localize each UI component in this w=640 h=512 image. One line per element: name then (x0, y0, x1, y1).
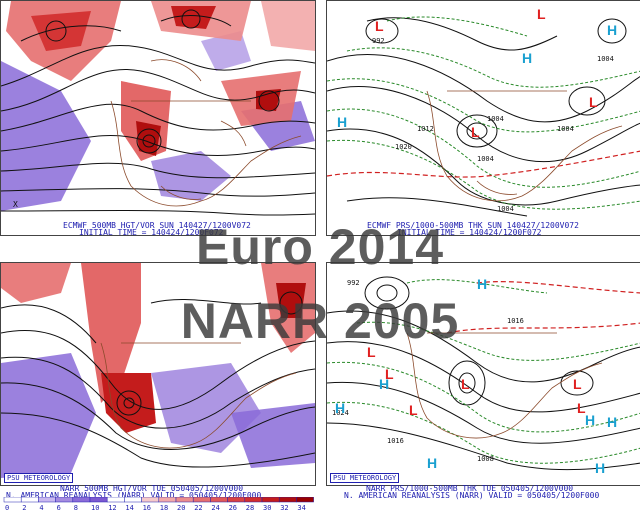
isobar-label: 1004 (477, 155, 494, 163)
scale-label: 26 (229, 504, 237, 512)
high-pressure-symbol: H (607, 414, 617, 430)
overlay-title-euro: Euro 2014 (195, 219, 444, 275)
caption-line-1: ECMWF 500MB HGT/VOR SUN 140427/1200V072 (63, 221, 251, 230)
scale-label: 22 (194, 504, 202, 512)
panel-narr-pressure-thickness: 992 1016 1016 1024 1008 L L L L L L H H … (326, 262, 640, 486)
high-pressure-symbol: H (335, 400, 345, 416)
high-pressure-symbol: H (522, 50, 532, 66)
panel-ecmwf-500mb-vorticity: X ECMWF 500MB HGT/VOR SUN 140427/1200V07… (0, 0, 316, 236)
scale-swatch (3, 497, 22, 503)
scale-swatch (158, 497, 177, 503)
high-pressure-symbol: H (379, 376, 389, 392)
scale-label: 8 (74, 504, 78, 512)
scale-swatch (20, 497, 39, 503)
caption-line-2: INITIAL TIME = 140424/1200F072 (79, 228, 224, 236)
psu-meteorology-badge: PSU METEOROLOGY (4, 473, 74, 483)
overlay-title-narr: NARR 2005 (180, 293, 460, 349)
scale-label: 30 (263, 504, 271, 512)
isobar-label: 1004 (487, 115, 504, 123)
caption-line-1: NARR PRS/1000-500MB THK TUE 050405/1200V… (366, 484, 574, 493)
scale-label: 4 (39, 504, 43, 512)
scale-swatch (278, 497, 297, 503)
caption-line-2: N. AMERICAN REANALYSIS (NARR) VALID = 05… (344, 491, 600, 500)
low-pressure-symbol: L (471, 124, 480, 140)
isobar-label: 1008 (477, 455, 494, 463)
scale-swatch (175, 497, 194, 503)
low-pressure-symbol: L (577, 400, 586, 416)
low-pressure-symbol: L (375, 18, 384, 34)
isobar-label: 992 (347, 279, 360, 287)
panel-ecmwf-pressure-thickness: 992 1004 1004 1020 1012 1004 1004 1004 L… (326, 0, 640, 236)
scale-swatch (38, 497, 56, 503)
svg-text:X: X (13, 200, 18, 209)
scale-swatch (89, 497, 108, 503)
scale-label: 28 (246, 504, 254, 512)
panel-narr-500mb-vorticity: PSU METEOROLOGY (0, 262, 316, 486)
caption-line-2: INITIAL TIME = 140424/1200F072 (397, 228, 542, 236)
scale-swatch (261, 497, 280, 503)
high-pressure-symbol: H (585, 412, 595, 428)
high-pressure-symbol: H (595, 460, 605, 476)
scale-swatch (296, 497, 314, 503)
isobar-label: 1004 (557, 125, 574, 133)
scale-label: 2 (22, 504, 26, 512)
scale-swatch (55, 497, 74, 503)
scale-swatch (141, 497, 160, 503)
isobar-label: 992 (372, 37, 385, 45)
scale-label: 0 (5, 504, 9, 512)
scale-swatch (72, 497, 91, 503)
high-pressure-symbol: H (477, 276, 487, 292)
scale-label: 32 (280, 504, 288, 512)
low-pressure-symbol: L (573, 376, 582, 392)
vorticity-map (1, 263, 315, 485)
high-pressure-symbol: H (607, 22, 617, 38)
scale-swatch (227, 497, 246, 503)
scale-swatch (124, 497, 142, 503)
low-pressure-symbol: L (409, 402, 418, 418)
scale-label: 34 (297, 504, 305, 512)
low-pressure-symbol: L (537, 6, 546, 22)
vorticity-map: X (1, 1, 315, 235)
scale-label: 10 (91, 504, 99, 512)
scale-label: 6 (57, 504, 61, 512)
scale-label: 14 (125, 504, 133, 512)
isobar-label: 1024 (332, 409, 349, 417)
isobar-label: 1012 (417, 125, 434, 133)
high-pressure-symbol: H (427, 455, 437, 471)
scale-label: 16 (143, 504, 151, 512)
scale-swatch (106, 497, 125, 503)
scale-swatch (244, 497, 263, 503)
vorticity-color-scale: 0 2 4 6 8 10 12 14 16 18 20 22 24 26 28 30 32 34 (3, 497, 314, 512)
scale-label: 24 (211, 504, 219, 512)
isobar-label: 1020 (395, 143, 412, 151)
high-pressure-symbol: H (337, 114, 347, 130)
scale-label: 20 (177, 504, 185, 512)
isobar-label: 1004 (497, 205, 514, 213)
low-pressure-symbol: L (589, 94, 598, 110)
low-pressure-symbol: L (385, 366, 394, 382)
pressure-map: 992 1004 1004 1020 1012 1004 1004 1004 L… (327, 1, 640, 235)
pressure-map: 992 1016 1016 1024 1008 L L L L L L H H … (327, 263, 640, 485)
isobar-label: 1016 (387, 437, 404, 445)
isobar-label: 1004 (597, 55, 614, 63)
low-pressure-symbol: L (367, 344, 376, 360)
caption-line-2: N. AMERICAN REANALYSIS (NARR) VALID = 05… (6, 491, 262, 500)
caption-line-1: ECMWF PRS/1000-500MB THK SUN 140427/1200… (367, 221, 579, 230)
low-pressure-symbol: L (461, 376, 470, 392)
scale-swatch (210, 497, 228, 503)
scale-label: 18 (160, 504, 168, 512)
psu-meteorology-badge: PSU METEOROLOGY (330, 473, 400, 483)
scale-swatch (192, 497, 211, 503)
scale-label: 12 (108, 504, 116, 512)
isobar-label: 1016 (507, 317, 524, 325)
caption-line-1: NARR 500MB HGT/VOR TUE 050405/1200V000 (60, 484, 244, 493)
